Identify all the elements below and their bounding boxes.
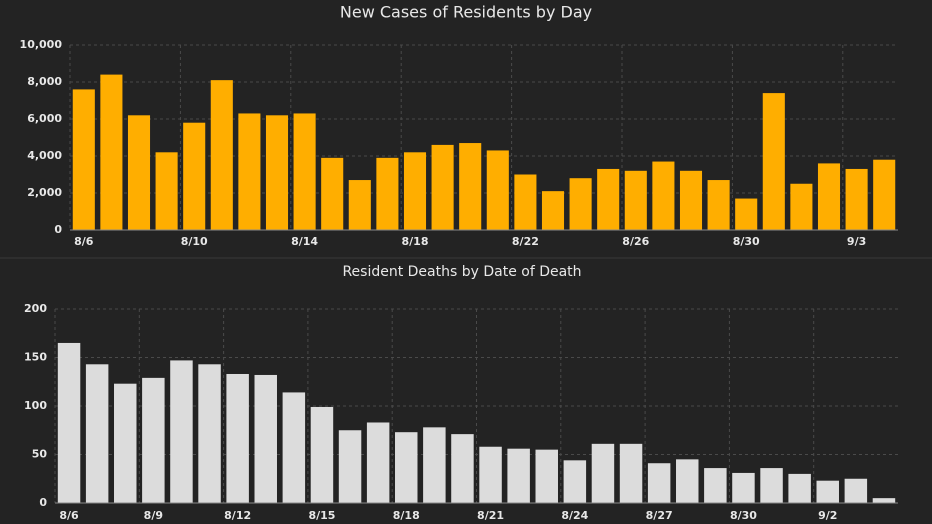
bar (321, 157, 344, 230)
bar (788, 473, 811, 503)
bar (210, 80, 233, 231)
bar (873, 159, 896, 230)
x-tick-label: 8/21 (477, 509, 504, 522)
bar (395, 432, 418, 503)
x-tick-label: 8/24 (561, 509, 588, 522)
bar (591, 443, 615, 503)
chart-title: New Cases of Residents by Day (340, 3, 592, 22)
bar (652, 161, 675, 230)
bar (619, 443, 643, 503)
x-tick-label: 8/30 (730, 509, 757, 522)
bar (507, 448, 530, 503)
bar (704, 468, 727, 503)
bar (569, 178, 592, 230)
bar (563, 460, 587, 503)
x-tick-label: 8/26 (622, 235, 649, 248)
bar (845, 168, 868, 230)
bar (431, 144, 454, 230)
bar (732, 472, 755, 503)
bar (451, 434, 474, 503)
x-tick-label: 8/15 (308, 509, 335, 522)
bar (844, 478, 868, 503)
bar (790, 183, 813, 230)
y-tick-label: 0 (39, 496, 47, 509)
x-tick-label: 8/18 (402, 235, 429, 248)
bar (676, 459, 699, 503)
bar (514, 174, 537, 230)
y-tick-label: 4,000 (27, 149, 62, 162)
bar (872, 498, 896, 503)
bar (170, 360, 193, 503)
bar (127, 115, 151, 230)
y-tick-label: 50 (32, 448, 48, 461)
bar (142, 377, 165, 503)
bar (155, 152, 178, 230)
bar (707, 180, 730, 230)
bar (100, 74, 123, 230)
bar (238, 113, 261, 230)
x-tick-label: 8/14 (291, 235, 318, 248)
y-tick-label: 150 (24, 351, 47, 364)
x-tick-label: 8/6 (59, 509, 79, 522)
bar (198, 364, 221, 503)
y-tick-label: 10,000 (20, 38, 63, 51)
y-tick-label: 200 (24, 302, 47, 315)
x-tick-label: 8/12 (224, 509, 251, 522)
bar (226, 373, 249, 503)
bar (403, 152, 427, 230)
bar (57, 342, 81, 503)
bar (541, 191, 565, 230)
bar (679, 170, 703, 230)
x-tick-label: 9/2 (818, 509, 837, 522)
bar (486, 150, 509, 230)
bar (265, 115, 289, 230)
bar (624, 170, 647, 230)
bar (760, 468, 783, 503)
x-tick-label: 8/22 (512, 235, 539, 248)
bar (293, 113, 316, 230)
bar (85, 364, 109, 503)
bar (366, 422, 390, 503)
bar (735, 198, 758, 230)
bar (348, 180, 371, 230)
bar (597, 168, 620, 230)
bar (816, 480, 839, 503)
bar (114, 383, 137, 503)
bar (817, 163, 841, 230)
bar (310, 406, 334, 503)
bar (423, 427, 446, 503)
x-tick-label: 8/30 (733, 235, 760, 248)
y-tick-label: 2,000 (27, 186, 62, 199)
bar (282, 392, 306, 503)
bar (762, 93, 785, 230)
y-tick-label: 100 (24, 399, 47, 412)
bar (535, 449, 558, 503)
y-tick-label: 6,000 (27, 112, 62, 125)
x-tick-label: 8/9 (144, 509, 163, 522)
bar (183, 122, 206, 230)
bar (254, 374, 277, 503)
bar (479, 446, 502, 503)
y-tick-label: 0 (54, 223, 62, 236)
bar (338, 430, 362, 503)
x-tick-label: 8/18 (393, 509, 420, 522)
bar (459, 143, 482, 230)
bar (72, 89, 95, 231)
x-tick-label: 9/3 (847, 235, 866, 248)
chart-title: Resident Deaths by Date of Death (342, 264, 581, 280)
y-tick-label: 8,000 (27, 75, 62, 88)
x-tick-label: 8/27 (646, 509, 673, 522)
x-tick-label: 8/10 (181, 235, 208, 248)
bar (647, 463, 671, 503)
bar (376, 157, 399, 230)
x-tick-label: 8/6 (74, 235, 94, 248)
